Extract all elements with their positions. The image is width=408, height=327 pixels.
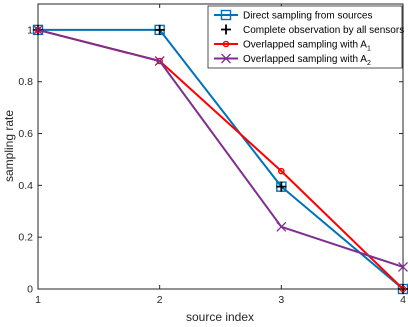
legend-label: Overlapped sampling with A1 bbox=[243, 40, 371, 53]
x-tick-label: 2 bbox=[157, 294, 163, 306]
y-tick-label: 0.4 bbox=[18, 180, 33, 192]
legend: Direct sampling from sources Complete obs… bbox=[207, 5, 404, 69]
y-tick-label: 0.2 bbox=[18, 232, 33, 244]
x-tick-label: 4 bbox=[400, 294, 406, 306]
data-point bbox=[154, 24, 165, 35]
data-point bbox=[276, 181, 287, 192]
y-tick-label: 0.6 bbox=[18, 128, 33, 140]
y-tick-label: 1 bbox=[27, 24, 33, 36]
x-tick-label: 1 bbox=[35, 294, 41, 306]
y-tick-label: 0.8 bbox=[18, 76, 33, 88]
data-point bbox=[398, 262, 408, 272]
series-line bbox=[38, 28, 404, 290]
legend-item-4: Overlapped sampling with A2 bbox=[214, 53, 371, 67]
y-axis-label: sampling rate bbox=[2, 110, 16, 182]
legend-item-1: Direct sampling from sources bbox=[214, 9, 372, 22]
series-line bbox=[37, 28, 404, 268]
legend-marker bbox=[222, 40, 230, 48]
legend-item-3: Overlapped sampling with A1 bbox=[214, 40, 371, 53]
x-axis-label: source index bbox=[186, 310, 254, 324]
legend-label: Complete observation by all sensors bbox=[243, 25, 404, 36]
x-tick-label: 3 bbox=[278, 294, 284, 306]
legend-item-2: Complete observation by all sensors bbox=[221, 24, 404, 36]
legend-marker bbox=[220, 9, 232, 21]
series-4 bbox=[33, 24, 408, 272]
legend-label: Direct sampling from sources bbox=[243, 11, 372, 22]
ticks-layer: 1 2 3 4 0 0.2 0.4 0.6 0.8 1 bbox=[18, 4, 406, 306]
legend-box bbox=[207, 5, 403, 69]
y-tick-label: 0 bbox=[27, 284, 33, 296]
legend-subscript: 2 bbox=[367, 60, 371, 67]
data-point bbox=[278, 167, 285, 175]
legend-subscript: 1 bbox=[367, 46, 371, 53]
legend-label: Overlapped sampling with A2 bbox=[243, 54, 371, 67]
legend-marker bbox=[221, 24, 231, 35]
data-point bbox=[154, 56, 165, 66]
data-point bbox=[276, 221, 287, 232]
legend-marker bbox=[221, 53, 231, 64]
